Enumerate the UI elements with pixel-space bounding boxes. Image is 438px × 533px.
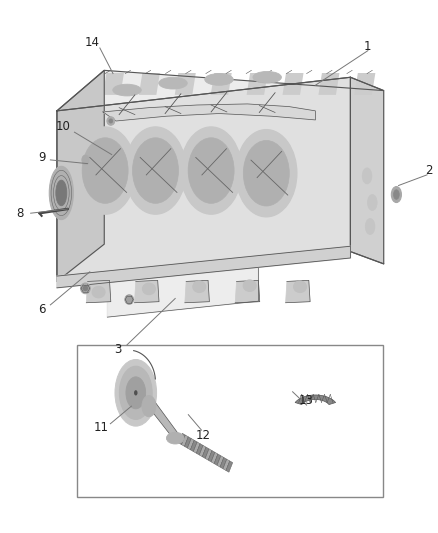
Ellipse shape: [125, 127, 186, 214]
Ellipse shape: [142, 283, 155, 295]
Polygon shape: [57, 70, 104, 281]
Ellipse shape: [82, 155, 89, 165]
Polygon shape: [223, 459, 230, 471]
Polygon shape: [103, 104, 315, 121]
Ellipse shape: [125, 295, 134, 304]
Polygon shape: [226, 461, 233, 472]
Text: 2: 2: [425, 164, 433, 177]
Ellipse shape: [365, 219, 375, 235]
Polygon shape: [181, 435, 188, 446]
Ellipse shape: [83, 286, 88, 291]
Polygon shape: [211, 73, 232, 95]
Ellipse shape: [293, 281, 307, 293]
Ellipse shape: [132, 138, 178, 203]
Ellipse shape: [393, 190, 399, 199]
Text: 9: 9: [38, 151, 46, 164]
Ellipse shape: [166, 432, 184, 444]
Polygon shape: [286, 280, 310, 303]
Polygon shape: [211, 453, 218, 464]
Ellipse shape: [367, 195, 377, 211]
Ellipse shape: [180, 127, 242, 214]
Polygon shape: [208, 450, 215, 462]
Polygon shape: [214, 454, 221, 465]
Ellipse shape: [115, 359, 157, 426]
Text: 3: 3: [115, 343, 122, 356]
Polygon shape: [144, 401, 180, 435]
Polygon shape: [199, 446, 206, 457]
Polygon shape: [185, 280, 209, 303]
Ellipse shape: [81, 283, 90, 294]
Text: 8: 8: [16, 207, 23, 220]
Ellipse shape: [243, 140, 289, 206]
Polygon shape: [175, 73, 196, 95]
Polygon shape: [86, 280, 111, 303]
Polygon shape: [184, 437, 191, 448]
Ellipse shape: [205, 74, 233, 85]
Text: 14: 14: [85, 36, 99, 49]
Polygon shape: [283, 73, 304, 95]
Ellipse shape: [236, 130, 297, 217]
Ellipse shape: [243, 280, 256, 292]
Ellipse shape: [107, 117, 115, 125]
Text: 11: 11: [93, 422, 108, 434]
Polygon shape: [179, 433, 185, 445]
Ellipse shape: [253, 71, 281, 83]
Ellipse shape: [362, 168, 372, 184]
Polygon shape: [202, 447, 209, 458]
Polygon shape: [103, 73, 124, 95]
Polygon shape: [235, 280, 260, 303]
Ellipse shape: [56, 180, 67, 206]
Polygon shape: [107, 266, 258, 317]
Ellipse shape: [193, 281, 206, 293]
Ellipse shape: [92, 286, 105, 298]
Ellipse shape: [119, 366, 152, 419]
Polygon shape: [187, 439, 194, 450]
Ellipse shape: [74, 127, 136, 214]
Polygon shape: [194, 442, 200, 453]
Polygon shape: [57, 246, 350, 288]
Ellipse shape: [109, 119, 113, 123]
Bar: [77, 345, 383, 497]
Polygon shape: [191, 440, 197, 451]
Polygon shape: [134, 280, 159, 303]
Ellipse shape: [188, 138, 234, 203]
Ellipse shape: [126, 377, 145, 409]
Polygon shape: [354, 73, 375, 95]
Text: 1: 1: [364, 40, 372, 53]
Text: 13: 13: [299, 394, 314, 407]
Ellipse shape: [49, 166, 74, 220]
Polygon shape: [139, 73, 160, 95]
Polygon shape: [205, 449, 212, 460]
Polygon shape: [350, 77, 384, 264]
Polygon shape: [57, 70, 384, 111]
Text: 12: 12: [196, 429, 211, 442]
Polygon shape: [295, 395, 336, 405]
Polygon shape: [220, 457, 227, 469]
Ellipse shape: [113, 84, 141, 96]
Ellipse shape: [82, 138, 128, 203]
Polygon shape: [57, 77, 350, 281]
Polygon shape: [318, 73, 339, 95]
Polygon shape: [196, 443, 203, 455]
Text: 6: 6: [38, 303, 46, 316]
Ellipse shape: [134, 390, 138, 395]
Polygon shape: [247, 73, 268, 95]
Text: 10: 10: [56, 120, 71, 133]
Ellipse shape: [392, 187, 401, 203]
Polygon shape: [217, 456, 224, 467]
Ellipse shape: [159, 77, 187, 89]
Ellipse shape: [142, 395, 156, 417]
